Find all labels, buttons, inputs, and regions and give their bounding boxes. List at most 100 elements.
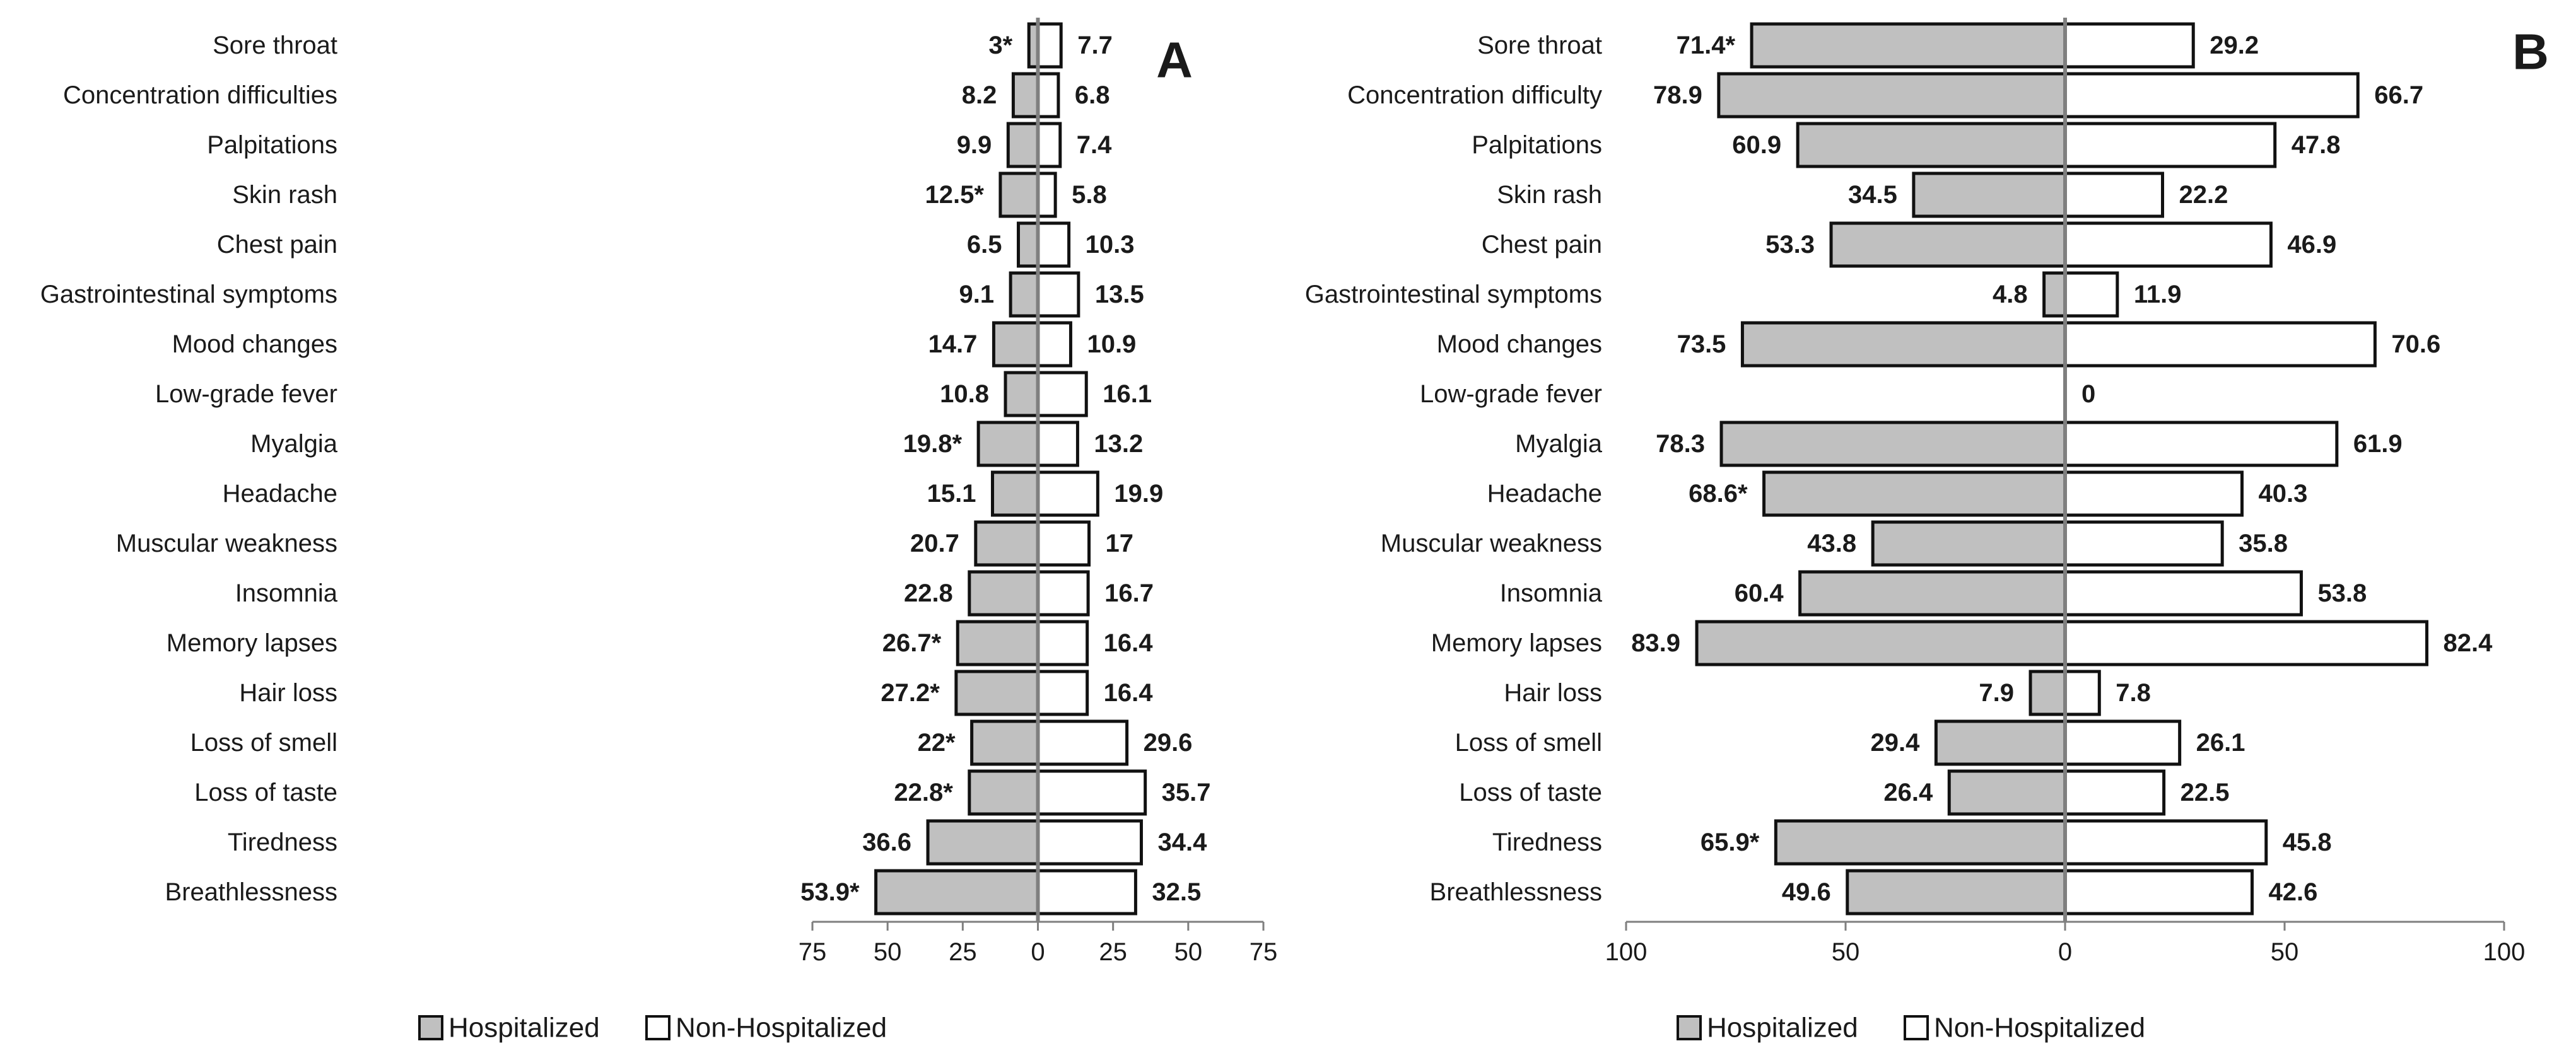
- panel-a-bar-non-hospitalized: [1036, 371, 1088, 417]
- panel-a-legend-label-hospitalized: Hospitalized: [448, 1013, 600, 1043]
- panel-a-label-non-hospitalized: 19.9: [1114, 480, 1163, 508]
- panel-b-tick-label: 100: [2483, 938, 2526, 966]
- panel-a-label-non-hospitalized: 34.4: [1157, 828, 1207, 856]
- panel-a-label-hospitalized: 15.1: [927, 480, 976, 508]
- panel-a-label-hospitalized: 6.5: [967, 231, 1002, 259]
- panel-b-label-hospitalized: 43.8: [1807, 530, 1856, 557]
- panel-a-category-label: Insomnia: [235, 579, 338, 607]
- panel-a-bar-non-hospitalized: [1036, 719, 1129, 766]
- panel-b-label-non-hospitalized: 42.6: [2268, 878, 2317, 906]
- panel-b-bar-non-hospitalized: [2063, 221, 2273, 268]
- panel-a-label-non-hospitalized: 16.1: [1103, 380, 1152, 408]
- panel-b-bar-non-hospitalized: [2063, 520, 2224, 567]
- panel-b-label-non-hospitalized: 45.8: [2283, 828, 2332, 856]
- panel-a-category-label: Concentration difficulties: [63, 81, 337, 109]
- panel-a-bar-hospitalized: [991, 470, 1039, 517]
- panel-b-bar-hospitalized: [1934, 719, 2067, 766]
- panel-b-label-non-hospitalized: 26.1: [2196, 729, 2245, 757]
- panel-b-category-label: Chest pain: [1482, 231, 1602, 259]
- panel-a-label-hospitalized: 8.2: [962, 81, 997, 109]
- panel-a-bar-hospitalized: [1017, 221, 1040, 268]
- panel-a-label-non-hospitalized: 35.7: [1162, 779, 1211, 806]
- panel-a-bar-hospitalized: [970, 719, 1039, 766]
- panel-b-label-hospitalized: 4.8: [1993, 281, 2028, 308]
- panel-b-label-non-hospitalized: 82.4: [2444, 629, 2493, 657]
- panel-a-bar-non-hospitalized: [1036, 819, 1143, 866]
- panel-b-label-non-hospitalized: 35.8: [2239, 530, 2288, 557]
- panel-b-label-hospitalized: 65.9*: [1701, 828, 1760, 856]
- panel-a-label-non-hospitalized: 32.5: [1152, 878, 1201, 906]
- panel-a-category-label: Sore throat: [213, 32, 337, 59]
- panel-b-bar-hospitalized: [1750, 22, 2067, 69]
- panel-b-label-hospitalized: 53.3: [1765, 231, 1815, 259]
- panel-b-label-hospitalized: 60.4: [1735, 579, 1784, 607]
- panel-a-bar-hospitalized: [998, 171, 1039, 218]
- panel-a-bar-non-hospitalized: [1036, 470, 1099, 517]
- panel-a-label-non-hospitalized: 7.7: [1077, 32, 1113, 59]
- panel-b-category-label: Loss of taste: [1459, 779, 1602, 806]
- panel-b-bar-non-hospitalized: [2063, 719, 2182, 766]
- panel-b-label-hospitalized: 29.4: [1871, 729, 1921, 757]
- panel-a-label-hospitalized: 27.2*: [881, 679, 940, 707]
- panel-a-bar-non-hospitalized: [1036, 769, 1147, 816]
- panel-a-label-non-hospitalized: 5.8: [1072, 181, 1107, 209]
- panel-a-bar-non-hospitalized: [1036, 570, 1090, 617]
- panel-b-bar-hospitalized: [2029, 670, 2067, 716]
- panel-b-bar-hospitalized: [2042, 271, 2067, 318]
- panel-b-tick-label: 50: [2271, 938, 2299, 966]
- panel-a-bar-hospitalized: [992, 321, 1040, 368]
- panel-b-label-hospitalized: 26.4: [1883, 779, 1933, 806]
- panel-b-category-label: Tiredness: [1492, 828, 1602, 856]
- panel-b-category-label: Muscular weakness: [1381, 530, 1602, 557]
- panel-a-category-label: Loss of smell: [190, 729, 337, 757]
- panel-a-label-non-hospitalized: 13.2: [1094, 430, 1143, 458]
- panel-b-category-label: Loss of smell: [1455, 729, 1602, 757]
- panel-b-category-label: Mood changes: [1437, 330, 1602, 358]
- panel-b-bar-hospitalized: [1912, 171, 2067, 218]
- panel-a-bar-non-hospitalized: [1036, 620, 1089, 666]
- panel-a-bar-non-hospitalized: [1036, 421, 1079, 467]
- panel-b-category-label: Breathlessness: [1430, 878, 1602, 906]
- panel-b-label-hospitalized: 78.3: [1656, 430, 1705, 458]
- panel-a-category-label: Headache: [223, 480, 337, 508]
- panel-b-bar-non-hospitalized: [2063, 819, 2268, 866]
- panel-b-bar-non-hospitalized: [2063, 869, 2254, 916]
- panel-a-label-hospitalized: 20.7: [910, 530, 959, 557]
- panel-a-label-non-hospitalized: 13.5: [1095, 281, 1144, 308]
- panel-b-bar-non-hospitalized: [2063, 72, 2360, 119]
- panel-b-bar-hospitalized: [1695, 620, 2067, 666]
- panel-a-tick-label: 25: [1099, 938, 1127, 966]
- panel-b-bar-non-hospitalized: [2063, 470, 2244, 517]
- panel-a-bar-hospitalized: [974, 520, 1039, 567]
- panel-b-label-non-hospitalized: 22.2: [2179, 181, 2228, 209]
- panel-a-bar-non-hospitalized: [1036, 271, 1080, 318]
- panel-a-bar-hospitalized: [1006, 122, 1040, 168]
- panel-b-label-non-hospitalized: 40.3: [2258, 480, 2307, 508]
- panel-a-bar-hospitalized: [874, 869, 1039, 916]
- panel-a-label-hospitalized: 12.5*: [925, 181, 984, 209]
- panel-b-bar-hospitalized: [1871, 520, 2067, 567]
- panel-a-label-non-hospitalized: 29.6: [1144, 729, 1193, 757]
- panel-a-label-hospitalized: 22*: [918, 729, 956, 757]
- panel-a-category-label: Myalgia: [250, 430, 338, 458]
- panel-b-bar-non-hospitalized: [2063, 321, 2377, 368]
- panel-b-bar-non-hospitalized: [2063, 122, 2277, 168]
- panel-a-category-label: Gastrointestinal symptoms: [40, 281, 337, 308]
- panel-b-category-label: Palpitations: [1472, 131, 1602, 159]
- panel-a-bar-hospitalized: [926, 819, 1040, 866]
- panel-a-bar-hospitalized: [954, 670, 1040, 716]
- panel-a-category-label: Palpitations: [207, 131, 337, 159]
- panel-a-label-hospitalized: 22.8*: [894, 779, 953, 806]
- panel-b-label-non-hospitalized: 29.2: [2210, 32, 2259, 59]
- panel-b-bar-hospitalized: [1719, 421, 2067, 467]
- panel-a-category-label: Tiredness: [228, 828, 337, 856]
- panel-b-label-non-hospitalized: 0: [2081, 380, 2095, 408]
- panel-a-legend-swatch-non-hospitalized: [645, 1015, 670, 1040]
- panel-a-label-non-hospitalized: 7.4: [1077, 131, 1112, 159]
- panel-a-category-label: Low-grade fever: [155, 380, 337, 408]
- panel-b-label-non-hospitalized: 11.9: [2134, 281, 2182, 308]
- panel-b-tick-label: 100: [1605, 938, 1648, 966]
- panel-a-tick-label: 75: [1250, 938, 1278, 966]
- panel-a-label-non-hospitalized: 10.9: [1087, 330, 1136, 358]
